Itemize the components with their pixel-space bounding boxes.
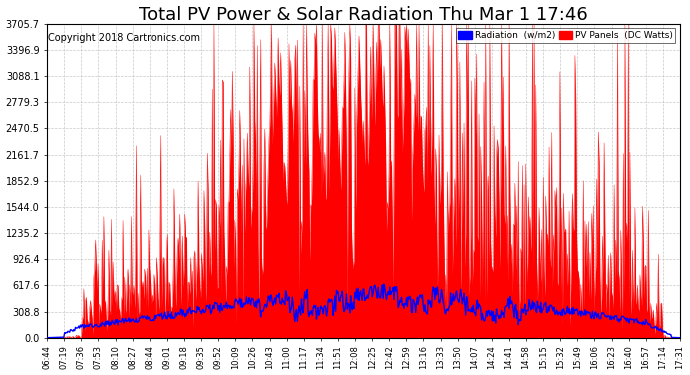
Text: Copyright 2018 Cartronics.com: Copyright 2018 Cartronics.com — [48, 33, 200, 43]
Title: Total PV Power & Solar Radiation Thu Mar 1 17:46: Total PV Power & Solar Radiation Thu Mar… — [139, 6, 588, 24]
Legend: Radiation  (w/m2), PV Panels  (DC Watts): Radiation (w/m2), PV Panels (DC Watts) — [455, 28, 676, 43]
